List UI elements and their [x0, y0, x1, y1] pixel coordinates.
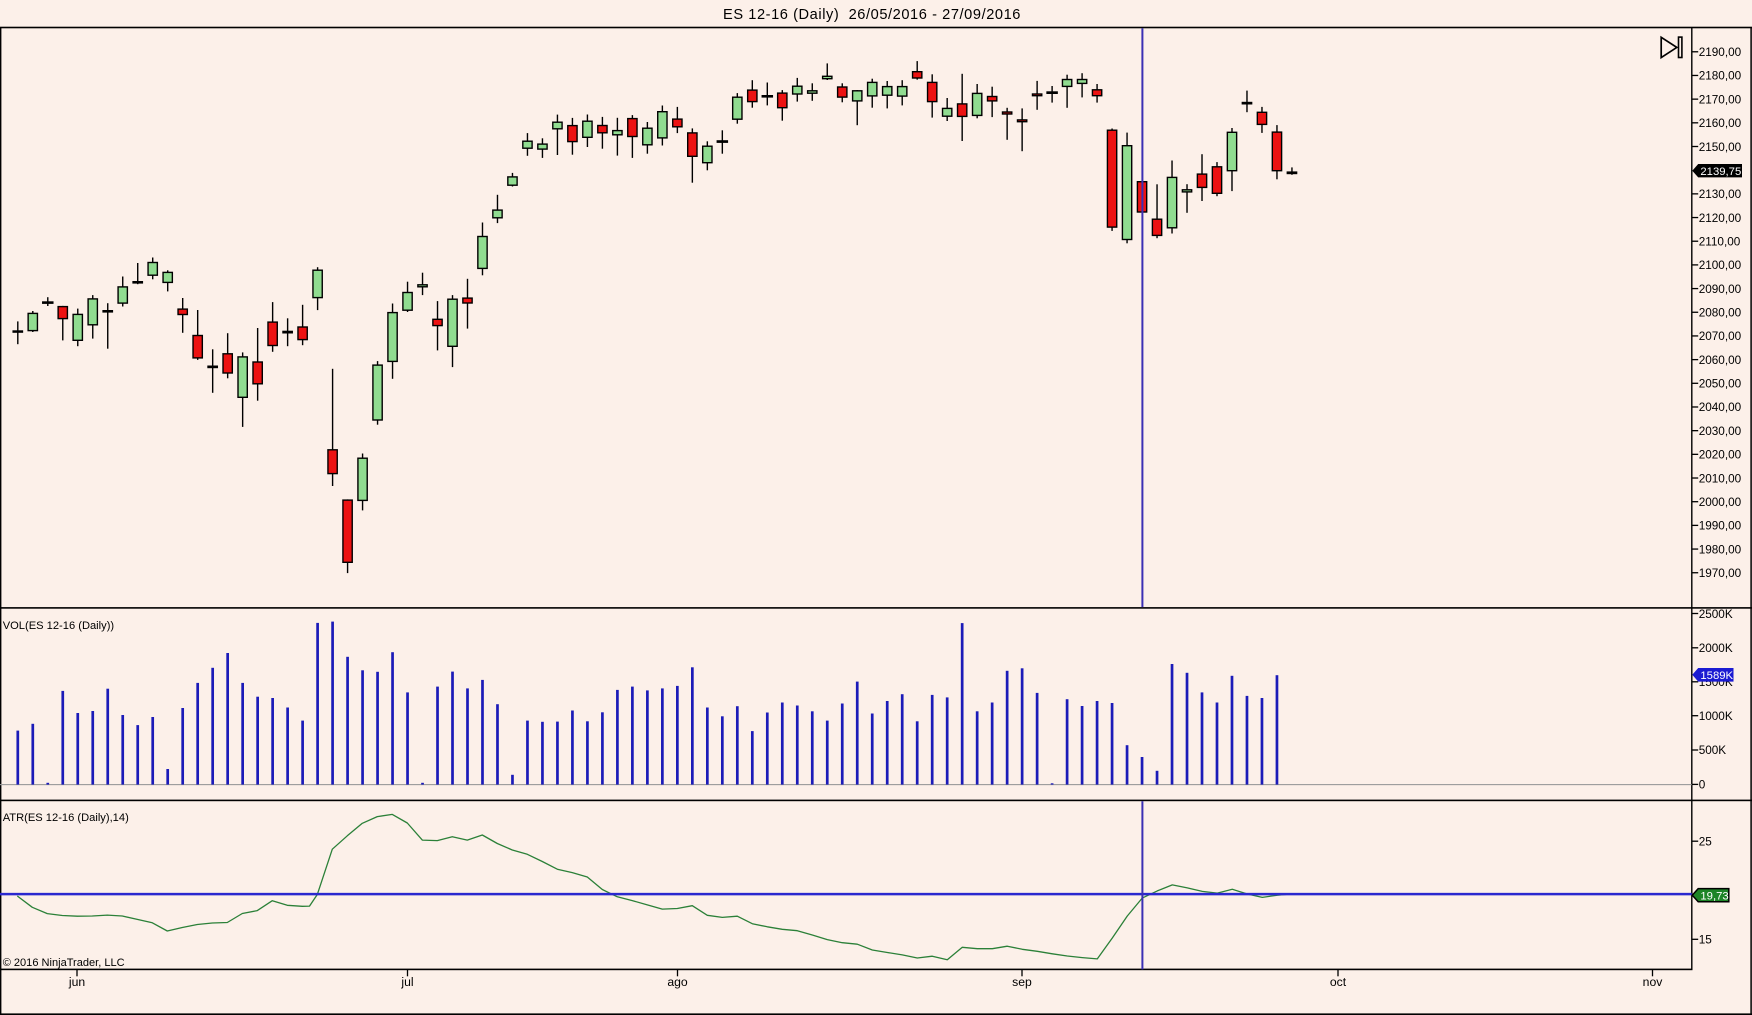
svg-text:2170,00: 2170,00 [1699, 93, 1742, 106]
svg-text:2060,00: 2060,00 [1699, 354, 1742, 367]
svg-text:2150,00: 2150,00 [1699, 141, 1742, 154]
svg-text:2500K: 2500K [1699, 608, 1733, 621]
svg-text:0: 0 [1699, 779, 1706, 792]
svg-text:500K: 500K [1699, 744, 1727, 757]
svg-text:nov: nov [1643, 975, 1664, 989]
svg-text:1589K: 1589K [1700, 670, 1733, 682]
svg-text:1980,00: 1980,00 [1699, 543, 1742, 556]
svg-text:2180,00: 2180,00 [1699, 70, 1742, 83]
svg-text:VOL(ES 12-16 (Daily)): VOL(ES 12-16 (Daily)) [3, 620, 115, 632]
svg-text:2070,00: 2070,00 [1699, 330, 1742, 343]
svg-text:2110,00: 2110,00 [1699, 236, 1741, 249]
svg-text:2040,00: 2040,00 [1699, 401, 1742, 414]
svg-text:2190,00: 2190,00 [1699, 46, 1742, 59]
svg-text:© 2016 NinjaTrader, LLC: © 2016 NinjaTrader, LLC [3, 957, 125, 969]
svg-text:2030,00: 2030,00 [1699, 425, 1742, 438]
svg-text:2050,00: 2050,00 [1699, 378, 1742, 391]
svg-text:2130,00: 2130,00 [1699, 188, 1742, 201]
svg-text:sep: sep [1012, 975, 1032, 989]
svg-text:1990,00: 1990,00 [1699, 520, 1742, 533]
svg-text:2080,00: 2080,00 [1699, 307, 1742, 320]
svg-text:ES 12-16 (Daily) 26/05/2016 -: ES 12-16 (Daily) 26/05/2016 - 27/09/2016 [723, 7, 1021, 23]
svg-text:ago: ago [667, 975, 688, 989]
svg-text:2010,00: 2010,00 [1699, 472, 1742, 485]
svg-text:2100,00: 2100,00 [1699, 259, 1742, 272]
svg-text:1970,00: 1970,00 [1699, 567, 1742, 580]
svg-text:2020,00: 2020,00 [1699, 449, 1742, 462]
svg-text:15: 15 [1699, 934, 1713, 947]
svg-text:2000,00: 2000,00 [1699, 496, 1742, 509]
svg-text:oct: oct [1330, 975, 1347, 989]
svg-text:2000K: 2000K [1699, 642, 1733, 655]
svg-text:jul: jul [400, 975, 413, 989]
svg-text:2090,00: 2090,00 [1699, 283, 1742, 296]
svg-text:jun: jun [68, 975, 85, 989]
svg-text:1000K: 1000K [1699, 710, 1733, 723]
svg-text:ATR(ES 12-16 (Daily),14): ATR(ES 12-16 (Daily),14) [3, 812, 129, 824]
svg-text:19,73: 19,73 [1700, 890, 1728, 902]
svg-text:2139,75: 2139,75 [1700, 166, 1741, 178]
svg-text:2120,00: 2120,00 [1699, 212, 1742, 225]
svg-text:25: 25 [1699, 836, 1713, 849]
svg-text:2160,00: 2160,00 [1699, 117, 1742, 130]
